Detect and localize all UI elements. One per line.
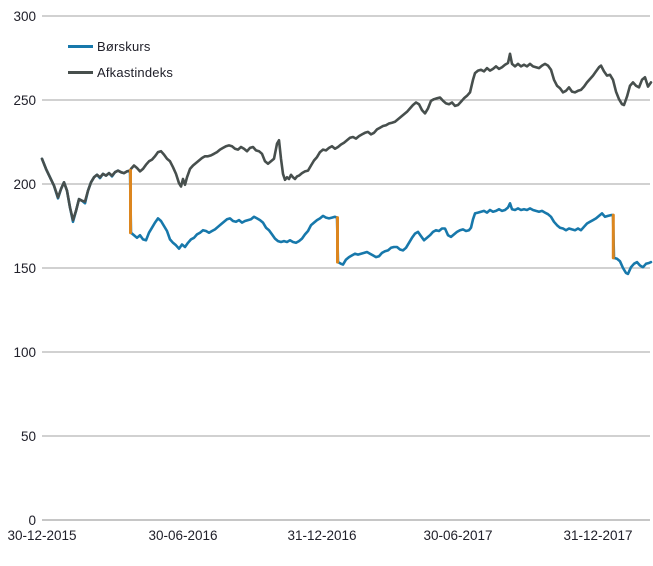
legend-item-borskurs: Børskurs bbox=[68, 37, 173, 55]
legend-item-afkastindeks: Afkastindeks bbox=[68, 63, 173, 81]
series-line-børskurs bbox=[40, 157, 653, 276]
afkastindeks-line-swatch-icon bbox=[68, 70, 93, 74]
y-tick-label-150: 150 bbox=[13, 261, 36, 276]
series-line-afkastindeks bbox=[40, 52, 653, 222]
x-tick-label-31-12-2017: 31-12-2017 bbox=[563, 528, 632, 543]
chart-legend: Børskurs Afkastindeks bbox=[68, 37, 173, 89]
y-tick-label-300: 300 bbox=[13, 9, 36, 24]
x-tick-label-30-06-2017: 30-06-2017 bbox=[423, 528, 492, 543]
y-tick-label-0: 0 bbox=[28, 513, 36, 528]
x-tick-label-31-12-2016: 31-12-2016 bbox=[287, 528, 356, 543]
borskurs-line-swatch-icon bbox=[68, 44, 93, 48]
legend-label-afkastindeks: Afkastindeks bbox=[97, 64, 174, 80]
y-tick-label-50: 50 bbox=[21, 429, 36, 444]
y-tick-label-200: 200 bbox=[13, 177, 36, 192]
y-tick-label-250: 250 bbox=[13, 93, 36, 108]
x-tick-label-30-12-2015: 30-12-2015 bbox=[7, 528, 76, 543]
x-tick-label-30-06-2016: 30-06-2016 bbox=[148, 528, 217, 543]
legend-label-borskurs: Børskurs bbox=[97, 38, 151, 54]
y-tick-label-100: 100 bbox=[13, 345, 36, 360]
